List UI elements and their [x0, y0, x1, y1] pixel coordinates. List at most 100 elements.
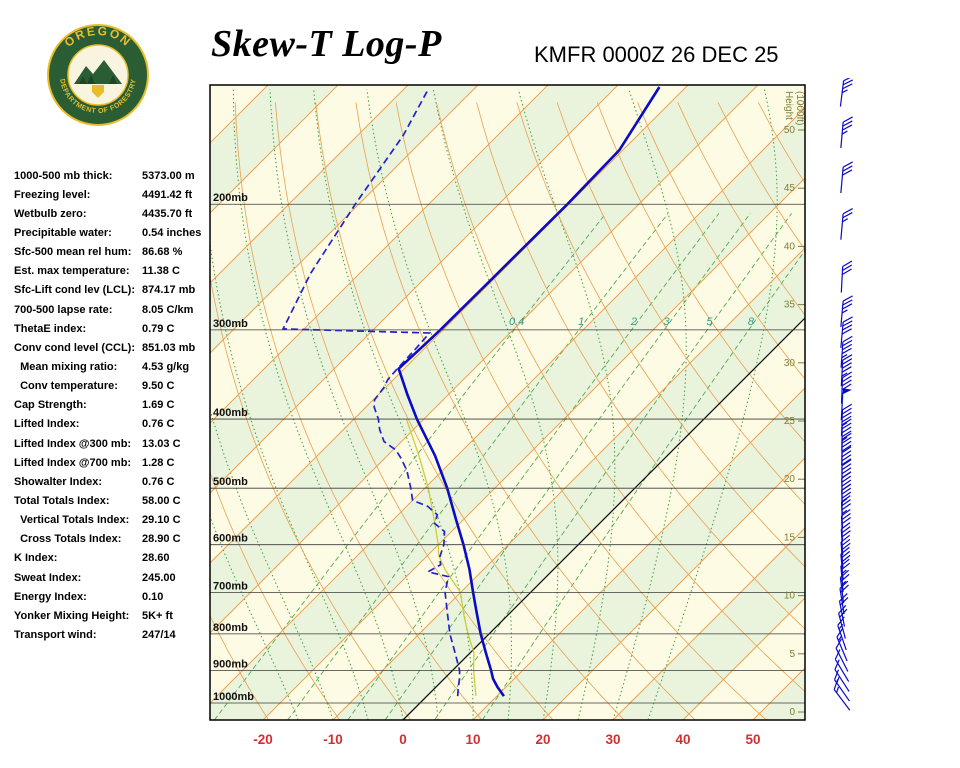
pressure-label: 600mb — [213, 533, 248, 545]
height-tick-label: 50 — [784, 125, 796, 136]
height-tick-label: 45 — [784, 183, 796, 194]
height-tick-label: 0 — [789, 707, 795, 718]
index-label: Total Totals Index: — [14, 494, 110, 507]
index-label: Freezing level: — [14, 188, 91, 201]
pressure-label: 300mb — [213, 318, 248, 330]
height-tick-label: 15 — [784, 532, 796, 543]
index-label: Cross Totals Index: — [14, 533, 122, 546]
index-label: Showalter Index: — [14, 475, 103, 488]
wind-barb — [840, 354, 853, 387]
index-row: K Index: 28.60 — [14, 549, 210, 568]
index-value: 28.90 C — [142, 533, 181, 546]
index-label: Sweat Index: — [14, 571, 82, 584]
temp-tick-label: 50 — [745, 732, 760, 747]
wind-barb — [840, 316, 853, 349]
wind-barb — [839, 75, 854, 107]
height-tick-label: 10 — [784, 591, 796, 602]
wind-barb — [840, 335, 853, 368]
index-value: 28.60 — [142, 552, 170, 565]
wind-barb — [840, 208, 853, 240]
index-label: Lifted Index @300 mb: — [14, 437, 132, 450]
index-value: 4.53 g/kg — [142, 360, 190, 373]
index-row: Cross Totals Index: 28.90 C — [14, 530, 210, 549]
mixing-ratio-label: 8 — [748, 316, 755, 328]
index-row: Lifted Index @300 mb: 13.03 C — [14, 434, 210, 453]
temp-tick-label: 40 — [675, 732, 690, 747]
station-id: KMFR 0000Z 26 DEC 25 — [534, 42, 779, 67]
index-row: Sfc-Lift cond lev (LCL): 874.17 mb — [14, 281, 210, 300]
height-axis-label: Height — [783, 91, 794, 120]
chart-area: 200mb 300mb 400mb 500mb 600mb 700mb 800mb 900mb… — [190, 75, 890, 762]
index-label: Precipitable water: — [14, 226, 112, 239]
wind-barb — [840, 116, 853, 149]
index-label: ThetaE index: — [14, 322, 87, 335]
mixing-ratio-label: 3 — [663, 316, 670, 328]
index-row: Mean mixing ratio: 4.53 g/kg — [14, 357, 210, 376]
height-tick-label: 30 — [784, 358, 796, 369]
temp-tick-label: -10 — [323, 732, 343, 747]
index-value: 5K+ ft — [142, 609, 173, 622]
pressure-label: 1000mb — [213, 691, 254, 703]
index-row: Cap Strength: 1.69 C — [14, 396, 210, 415]
wind-barb — [840, 403, 852, 436]
mixing-ratio-label: 0.4 — [509, 316, 524, 328]
index-label: Sfc-Lift cond lev (LCL): — [14, 284, 135, 297]
index-value: 0.54 inches — [142, 226, 202, 239]
index-value: 8.05 C/km — [142, 303, 194, 316]
logo-shield-icon — [92, 85, 104, 98]
height-tick-label: 20 — [784, 474, 796, 485]
wind-barb — [840, 260, 853, 293]
index-row: Total Totals Index: 58.00 C — [14, 491, 210, 510]
index-value: 245.00 — [142, 571, 176, 584]
index-row: Lifted Index @700 mb: 1.28 C — [14, 453, 210, 472]
temp-tick-label: -20 — [253, 732, 273, 747]
index-value: 874.17 mb — [142, 284, 196, 297]
index-label: Lifted Index: — [14, 418, 80, 431]
index-value: 0.76 C — [142, 418, 175, 431]
index-row: 700-500 lapse rate: 8.05 C/km — [14, 300, 210, 319]
index-label: 700-500 lapse rate: — [14, 303, 113, 316]
index-value: 4435.70 ft — [142, 207, 193, 220]
indices-panel: 1000-500 mb thick: 5373.00 m Freezing leve… — [14, 166, 210, 645]
height-axis-label-2: (1000ft) — [794, 91, 805, 125]
mixing-ratio-label: 2 — [630, 316, 637, 328]
wind-barb — [840, 371, 852, 404]
index-value: 9.50 C — [142, 380, 175, 393]
wind-barb — [837, 616, 847, 651]
index-label: K Index: — [14, 552, 58, 565]
wind-barbs — [833, 75, 854, 711]
index-row: Wetbulb zero: 4435.70 ft — [14, 204, 210, 223]
wind-barb — [841, 446, 852, 479]
index-row: ThetaE index: 0.79 C — [14, 319, 210, 338]
temp-tick-label: 0 — [399, 732, 407, 747]
index-value: 1.69 C — [142, 399, 175, 412]
height-tick-label: 40 — [784, 241, 796, 252]
index-value: 86.68 % — [142, 246, 183, 259]
index-row: Sfc-500 mean rel hum: 86.68 % — [14, 243, 210, 262]
index-label: Lifted Index @700 mb: — [14, 456, 132, 469]
height-tick-label: 5 — [789, 649, 795, 660]
temp-tick-label: 20 — [535, 732, 550, 747]
wind-barb — [840, 522, 851, 556]
wind-barb — [840, 388, 852, 421]
wind-barb — [839, 580, 849, 615]
wind-barb — [833, 679, 851, 711]
index-label: Energy Index: — [14, 590, 87, 603]
index-value: 1.28 C — [142, 456, 175, 469]
skewt-chart: 200mb 300mb 400mb 500mb 600mb 700mb 800mb 900mb… — [209, 75, 854, 747]
index-value: 0.10 — [142, 590, 164, 603]
index-value: 851.03 mb — [142, 341, 196, 354]
index-row: Transport wind: 247/14 — [14, 625, 210, 644]
index-row: Yonker Mixing Height: 5K+ ft — [14, 606, 210, 625]
wind-barb — [840, 161, 853, 194]
wind-barb — [840, 558, 851, 592]
temp-tick-label: 10 — [465, 732, 480, 747]
index-row: Precipitable water: 0.54 inches — [14, 223, 210, 242]
odf-logo: OREGON DEPARTMENT OF FORESTRY — [47, 24, 149, 126]
pressure-label: 500mb — [213, 476, 248, 488]
index-row: Lifted Index: 0.76 C — [14, 415, 210, 434]
index-row: Vertical Totals Index: 29.10 C — [14, 511, 210, 530]
index-label: Yonker Mixing Height: — [14, 609, 130, 622]
logo-mountains-icon — [74, 60, 122, 84]
page-title: Skew-T Log-P — [211, 23, 442, 65]
